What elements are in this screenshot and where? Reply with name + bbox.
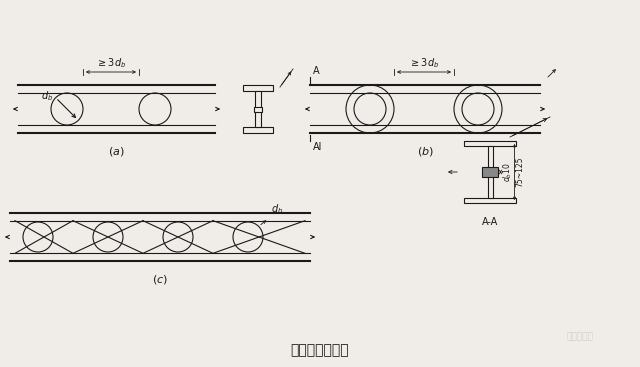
Bar — [243, 127, 273, 133]
Text: A-A: A-A — [482, 217, 498, 227]
Text: $d_b$: $d_b$ — [41, 89, 53, 103]
Bar — [488, 176, 493, 198]
Text: Al: Al — [313, 142, 323, 152]
Text: $(b)$: $(b)$ — [417, 145, 433, 157]
Text: $d_b$: $d_b$ — [271, 203, 283, 217]
Text: $\geq 3d_b$: $\geq 3d_b$ — [409, 56, 439, 70]
Text: A: A — [313, 66, 319, 76]
Text: 钢结构设计: 钢结构设计 — [566, 333, 593, 342]
Text: $\geq 3d_b$: $\geq 3d_b$ — [96, 56, 126, 70]
Text: $(c)$: $(c)$ — [152, 273, 168, 286]
Bar — [255, 91, 261, 108]
Text: $d_b$10: $d_b$10 — [502, 162, 514, 182]
Text: 梁的圆形孔补强: 梁的圆形孔补强 — [291, 343, 349, 357]
Bar — [255, 110, 261, 127]
Bar — [243, 85, 273, 91]
Bar — [482, 167, 498, 177]
Bar — [464, 198, 516, 203]
Text: 75~125: 75~125 — [515, 157, 525, 187]
Bar — [254, 106, 262, 112]
Text: $(a)$: $(a)$ — [108, 145, 125, 157]
Bar — [464, 141, 516, 146]
Bar — [488, 146, 493, 168]
